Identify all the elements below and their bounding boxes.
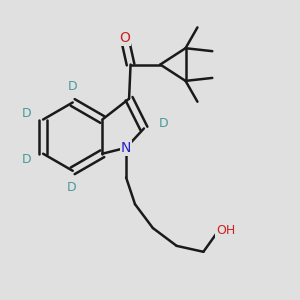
Text: D: D (22, 153, 32, 166)
Text: D: D (68, 80, 77, 93)
Text: O: O (119, 31, 130, 45)
Text: N: N (121, 141, 131, 155)
Text: D: D (22, 107, 32, 120)
Text: D: D (158, 118, 168, 130)
Text: D: D (66, 181, 76, 194)
Text: OH: OH (216, 224, 235, 238)
